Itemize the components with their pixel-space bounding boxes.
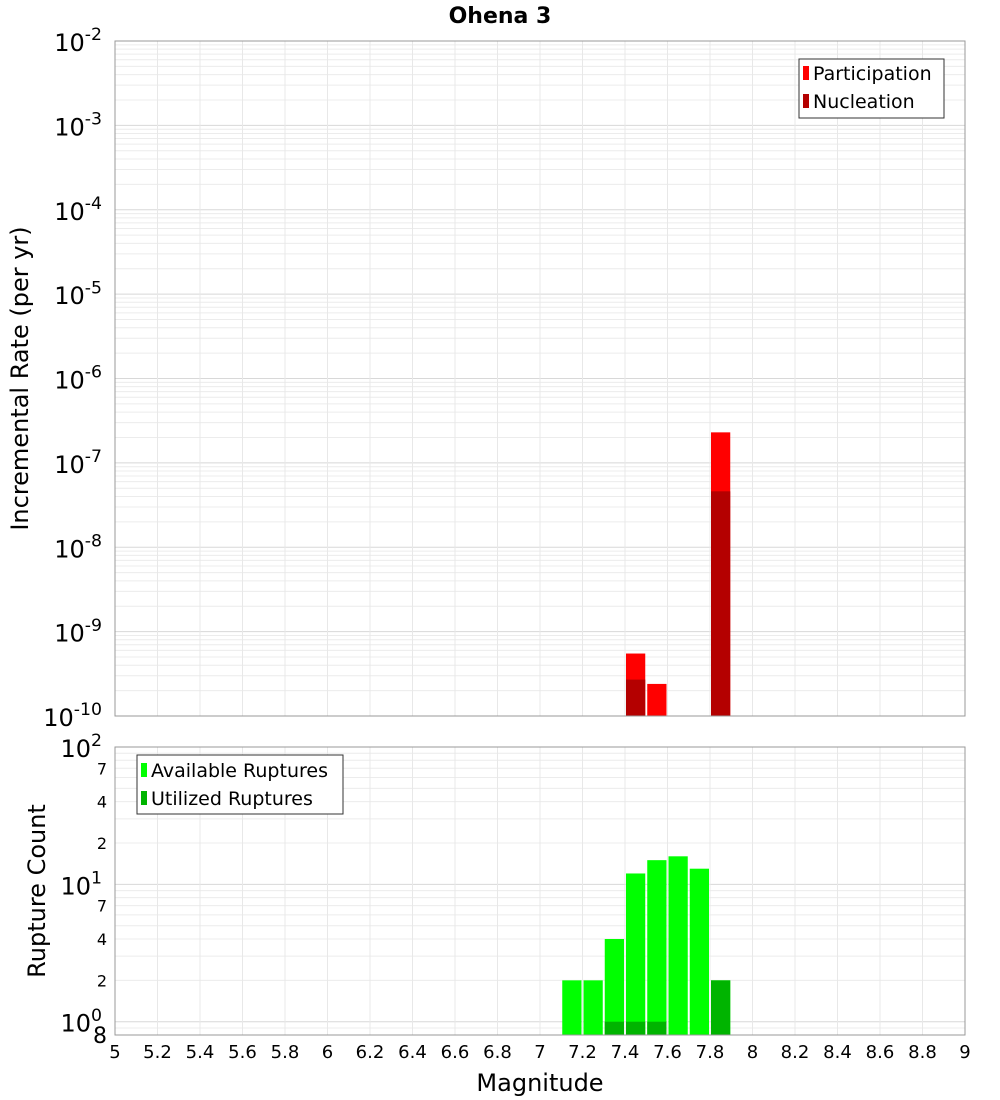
bottom-y-tick-label: 2 xyxy=(97,971,107,990)
chart-title: Ohena 3 xyxy=(449,4,552,29)
bottom-y-tick-label: 4 xyxy=(97,930,107,949)
bottom-legend-label: Utilized Ruptures xyxy=(151,788,313,810)
top-y-tick-label: 10-5 xyxy=(54,278,102,310)
x-tick-label: 8.8 xyxy=(908,1042,937,1063)
x-tick-label: 5.6 xyxy=(228,1042,257,1063)
top-plot-frame xyxy=(114,40,966,717)
x-tick-label: 6.8 xyxy=(483,1042,512,1063)
x-tick-label: 5 xyxy=(109,1042,120,1063)
x-tick-label: 7.2 xyxy=(568,1042,597,1063)
x-tick-label: 8 xyxy=(747,1042,758,1063)
top-y-tick-label: 10-8 xyxy=(54,531,102,563)
bottom-legend-box xyxy=(136,754,344,815)
x-tick-label: 6.6 xyxy=(441,1042,470,1063)
top-legend-swatch xyxy=(803,94,809,108)
bottom-y-tick-label: 2 xyxy=(97,834,107,853)
top-legend: Participation Nucleation xyxy=(798,58,945,119)
top-legend-label: Nucleation xyxy=(813,91,915,113)
x-tick-label: 6 xyxy=(322,1042,333,1063)
x-tick-label: 8.2 xyxy=(781,1042,810,1063)
top-series-nucleation xyxy=(626,491,731,716)
bottom-y-tick-label: 8 xyxy=(93,1024,107,1049)
bottom-grid xyxy=(114,746,966,1036)
bottom-y-tick-label: 7 xyxy=(97,897,107,916)
top-panel: 10-2 10-3 10-4 10-5 10-6 10-7 10-8 10-9 10-10 Inc… xyxy=(6,25,966,732)
bottom-y-tick-label: 4 xyxy=(97,793,107,812)
bottom-legend-swatch xyxy=(141,763,147,777)
top-y-axis-label: Incremental Rate (per yr) xyxy=(6,226,34,530)
x-tick-label: 8.6 xyxy=(866,1042,895,1063)
top-y-tick-label: 10-6 xyxy=(54,363,102,395)
top-y-tick-label: 10-9 xyxy=(54,616,102,648)
x-tick-label: 5.2 xyxy=(143,1042,172,1063)
x-tick-label: 5.4 xyxy=(186,1042,215,1063)
available-ruptures-bar xyxy=(583,980,603,1035)
x-tick-label: 6.2 xyxy=(356,1042,385,1063)
bottom-legend: Available Ruptures Utilized Ruptures xyxy=(136,754,344,815)
bottom-y-tick-label: 102 xyxy=(60,731,102,763)
top-y-tick-label: 10-7 xyxy=(54,447,102,479)
bottom-y-tick-label: 101 xyxy=(60,869,102,901)
x-tick-label: 8.4 xyxy=(823,1042,852,1063)
available-ruptures-bar xyxy=(562,980,582,1035)
x-tick-label: 6.4 xyxy=(398,1042,427,1063)
utilized-ruptures-bar xyxy=(647,1021,667,1035)
top-legend-box xyxy=(798,58,945,119)
available-ruptures-bar xyxy=(647,860,667,1035)
top-y-tick-label: 10-2 xyxy=(54,25,102,57)
bottom-legend-swatch xyxy=(141,791,147,805)
utilized-ruptures-bar xyxy=(711,980,731,1035)
available-ruptures-bar xyxy=(668,856,688,1035)
bottom-y-tick-label: 7 xyxy=(97,759,107,778)
bottom-y-tick-label: 100 xyxy=(60,1006,102,1038)
participation-bar xyxy=(647,683,667,716)
available-ruptures-bar xyxy=(626,873,646,1035)
top-y-tick-label: 10-4 xyxy=(54,194,102,226)
bottom-y-axis-label: Rupture Count xyxy=(23,804,51,978)
x-tick-label: 7.8 xyxy=(696,1042,725,1063)
utilized-ruptures-bar xyxy=(626,1021,646,1035)
x-tick-label: 5.8 xyxy=(271,1042,300,1063)
available-ruptures-bar xyxy=(689,868,709,1035)
available-ruptures-bar xyxy=(604,939,624,1035)
bottom-plot-frame xyxy=(114,746,966,1036)
x-tick-label: 7.4 xyxy=(611,1042,640,1063)
x-tick-label: 7 xyxy=(534,1042,545,1063)
bottom-legend-label: Available Ruptures xyxy=(151,760,328,782)
bottom-series-utilized xyxy=(604,980,731,1035)
x-axis-label: Magnitude xyxy=(476,1069,603,1097)
x-tick-label: 7.6 xyxy=(653,1042,682,1063)
top-y-tick-label: 10-3 xyxy=(54,110,102,142)
top-grid xyxy=(114,41,966,717)
nucleation-bar xyxy=(711,491,731,716)
top-legend-swatch xyxy=(803,66,809,80)
top-y-tick-label: 10-10 xyxy=(43,700,102,732)
bottom-series-available xyxy=(562,856,731,1035)
nucleation-bar xyxy=(626,679,646,716)
utilized-ruptures-bar xyxy=(604,1021,624,1035)
x-tick-label: 9 xyxy=(959,1042,970,1063)
top-legend-label: Participation xyxy=(813,63,932,85)
